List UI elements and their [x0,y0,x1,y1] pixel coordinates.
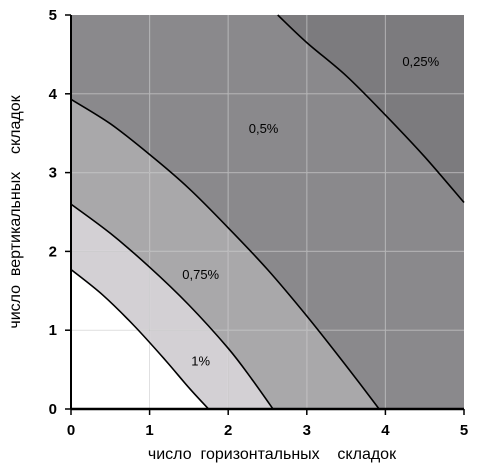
x-tick-label: 3 [303,422,311,439]
boundary-line-4 [277,14,465,204]
chart-boundaries [70,14,465,410]
chart-regions [71,15,464,410]
zone-labels: 1% 0,75% 0,5% 0,25% [182,54,439,368]
y-tick-label: 0 [49,401,57,418]
x-tick-label: 5 [460,422,468,439]
y-tick-label: 1 [49,322,57,339]
x-tick-labels: 0 1 2 3 4 5 [67,422,468,439]
x-axis-title: число горизонтальных складок [148,446,397,463]
zone-label: 0,25% [402,54,439,69]
y-tick-label: 4 [49,86,58,103]
zone-label: 1% [191,354,210,369]
region-1 [71,269,209,409]
x-tick-label: 2 [224,422,232,439]
boundary-line-1 [70,268,210,410]
boundary-line-2 [70,203,274,410]
boundary-line-3 [70,98,380,410]
y-tick-label: 3 [49,165,57,182]
x-tick-label: 4 [381,422,390,439]
y-tick-labels: 0 1 2 3 4 5 [49,7,58,418]
chart-axes [65,14,465,415]
y-tick-label: 2 [49,243,57,260]
zone-label: 0,5% [249,121,279,136]
y-axis-title: число вертикальных складок [7,94,24,328]
zone-label: 0,75% [182,267,219,282]
y-tick-label: 5 [49,7,57,24]
x-tick-label: 1 [145,422,153,439]
x-tick-label: 0 [67,422,75,439]
